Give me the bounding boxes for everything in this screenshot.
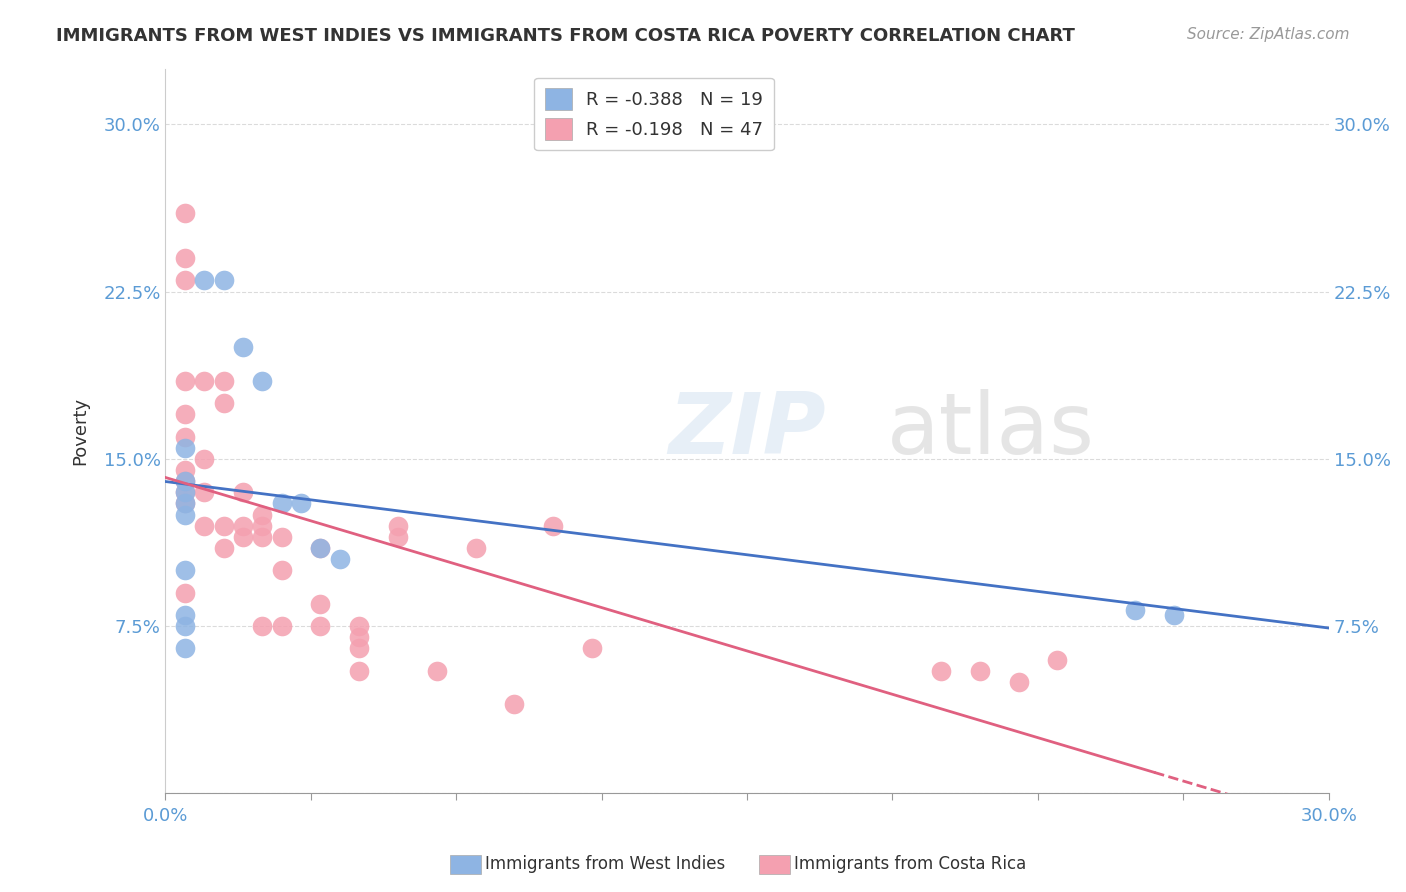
Point <box>1123 603 1146 617</box>
Point <box>1163 607 1185 622</box>
Point <box>232 340 254 354</box>
Point <box>252 619 274 633</box>
Text: IMMIGRANTS FROM WEST INDIES VS IMMIGRANTS FROM COSTA RICA POVERTY CORRELATION CH: IMMIGRANTS FROM WEST INDIES VS IMMIGRANT… <box>56 27 1076 45</box>
Text: 0.0%: 0.0% <box>142 807 188 825</box>
Point <box>173 474 195 488</box>
Point <box>193 374 215 388</box>
Point <box>173 206 195 220</box>
Point <box>290 496 312 510</box>
Point <box>173 441 195 455</box>
Point <box>173 585 195 599</box>
Point <box>212 541 235 555</box>
Point <box>212 518 235 533</box>
Point <box>581 641 603 656</box>
Point <box>173 485 195 500</box>
Point <box>173 641 195 656</box>
Point <box>270 563 292 577</box>
Point <box>173 496 195 510</box>
Point <box>270 619 292 633</box>
Text: ZIP: ZIP <box>668 390 825 473</box>
Point <box>252 508 274 522</box>
Point <box>270 496 292 510</box>
Point <box>270 530 292 544</box>
Point <box>173 251 195 265</box>
Legend: R = -0.388   N = 19, R = -0.198   N = 47: R = -0.388 N = 19, R = -0.198 N = 47 <box>534 78 775 151</box>
Point <box>173 463 195 477</box>
Point <box>252 530 274 544</box>
Point <box>212 396 235 410</box>
Point <box>173 496 195 510</box>
Point <box>349 630 371 644</box>
Point <box>349 619 371 633</box>
Text: Immigrants from West Indies: Immigrants from West Indies <box>485 855 725 873</box>
Point <box>173 474 195 488</box>
Point <box>173 407 195 421</box>
Point <box>232 485 254 500</box>
Point <box>309 541 332 555</box>
Point <box>541 518 564 533</box>
Point <box>212 273 235 287</box>
Point <box>173 619 195 633</box>
Point <box>252 518 274 533</box>
Point <box>426 664 449 678</box>
Point <box>232 530 254 544</box>
Text: 30.0%: 30.0% <box>1301 807 1357 825</box>
Point <box>929 664 952 678</box>
Point <box>387 530 409 544</box>
Point <box>173 374 195 388</box>
Point <box>173 273 195 287</box>
Point <box>173 563 195 577</box>
Point <box>193 485 215 500</box>
Point <box>349 664 371 678</box>
Text: Immigrants from Costa Rica: Immigrants from Costa Rica <box>794 855 1026 873</box>
Point <box>349 641 371 656</box>
Point <box>503 697 526 711</box>
Point <box>193 451 215 466</box>
Text: atlas: atlas <box>887 390 1095 473</box>
Point <box>173 429 195 443</box>
Y-axis label: Poverty: Poverty <box>72 397 89 465</box>
Point <box>193 518 215 533</box>
Point <box>387 518 409 533</box>
Point <box>329 552 352 566</box>
Point <box>232 518 254 533</box>
Point <box>309 619 332 633</box>
Text: Source: ZipAtlas.com: Source: ZipAtlas.com <box>1187 27 1350 42</box>
Point <box>193 273 215 287</box>
Point <box>309 597 332 611</box>
Point <box>1007 674 1029 689</box>
Point <box>173 607 195 622</box>
Point <box>309 541 332 555</box>
Point <box>464 541 486 555</box>
Point <box>252 374 274 388</box>
Point <box>212 374 235 388</box>
Point <box>173 508 195 522</box>
Point <box>1046 652 1069 666</box>
Point <box>173 485 195 500</box>
Point <box>969 664 991 678</box>
